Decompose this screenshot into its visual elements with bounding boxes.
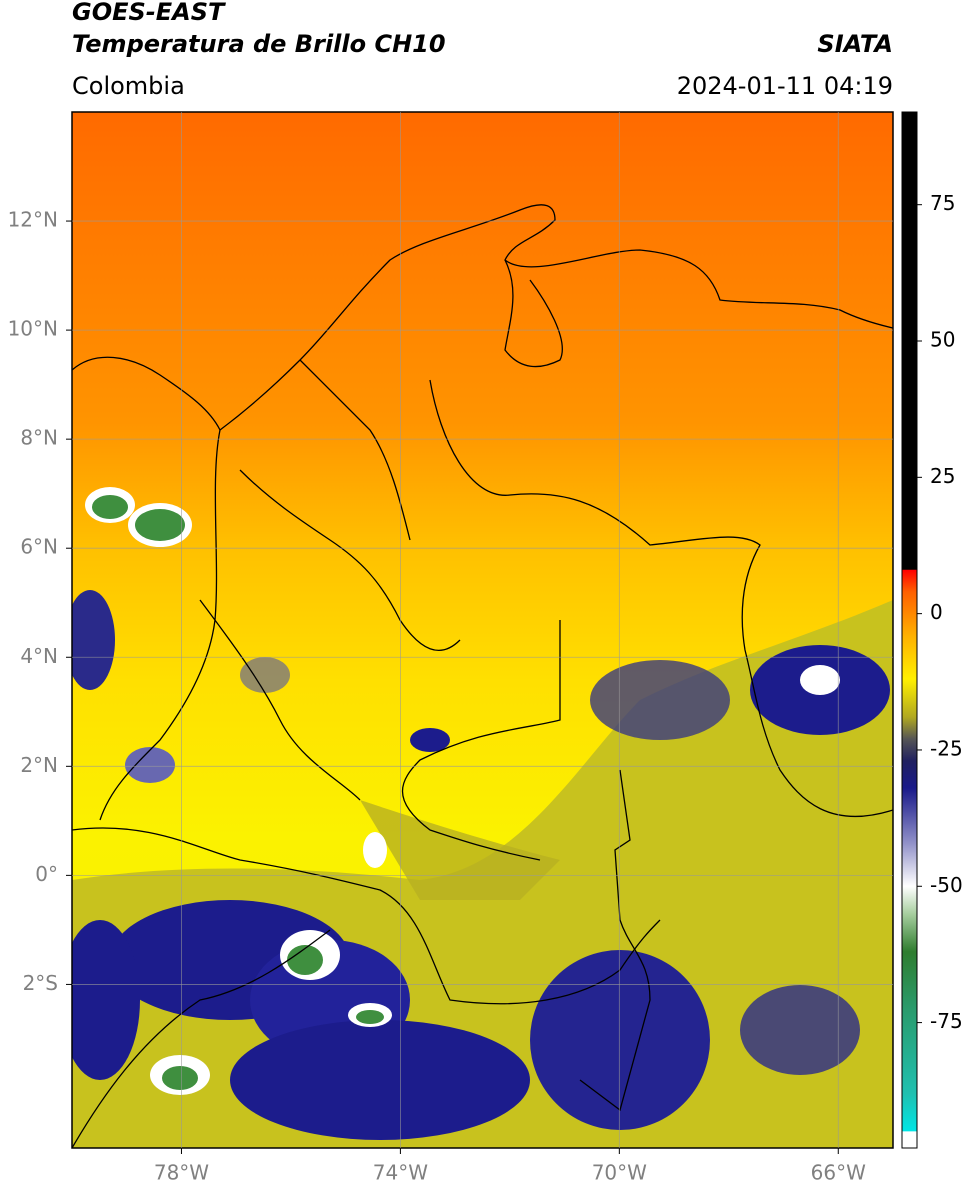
x-tick-label: 78°W — [154, 1161, 209, 1185]
x-tick-label: 74°W — [373, 1161, 428, 1185]
colorbar-label: 0 — [930, 600, 943, 624]
datetime: 2024-01-11 04:19 — [677, 72, 893, 100]
title: GOES-EAST — [72, 0, 226, 26]
y-tick-label: 2°S — [23, 971, 58, 995]
y-tick-label: 0° — [35, 862, 58, 886]
y-tick-label: 6°N — [20, 535, 58, 559]
x-tick-label: 66°W — [811, 1161, 866, 1185]
map-frame — [71, 111, 894, 1149]
region: Colombia — [72, 72, 185, 100]
colorbar-label: -75 — [930, 1009, 963, 1033]
colorbar-label: 25 — [930, 464, 955, 488]
colorbar-label: 75 — [930, 191, 955, 215]
satellite-image — [72, 112, 893, 1148]
colorbar — [901, 111, 918, 1149]
y-tick-label: 8°N — [20, 426, 58, 450]
y-tick-label: 12°N — [8, 208, 58, 232]
x-tick-label: 70°W — [592, 1161, 647, 1185]
source: SIATA — [817, 30, 893, 58]
colorbar-label: 50 — [930, 328, 955, 352]
colorbar-label: -50 — [930, 873, 963, 897]
y-tick-label: 4°N — [20, 644, 58, 668]
subtitle: Temperatura de Brillo CH10 — [72, 30, 446, 58]
y-tick-label: 10°N — [8, 317, 58, 341]
colorbar-label: -25 — [930, 736, 963, 760]
y-tick-label: 2°N — [20, 753, 58, 777]
